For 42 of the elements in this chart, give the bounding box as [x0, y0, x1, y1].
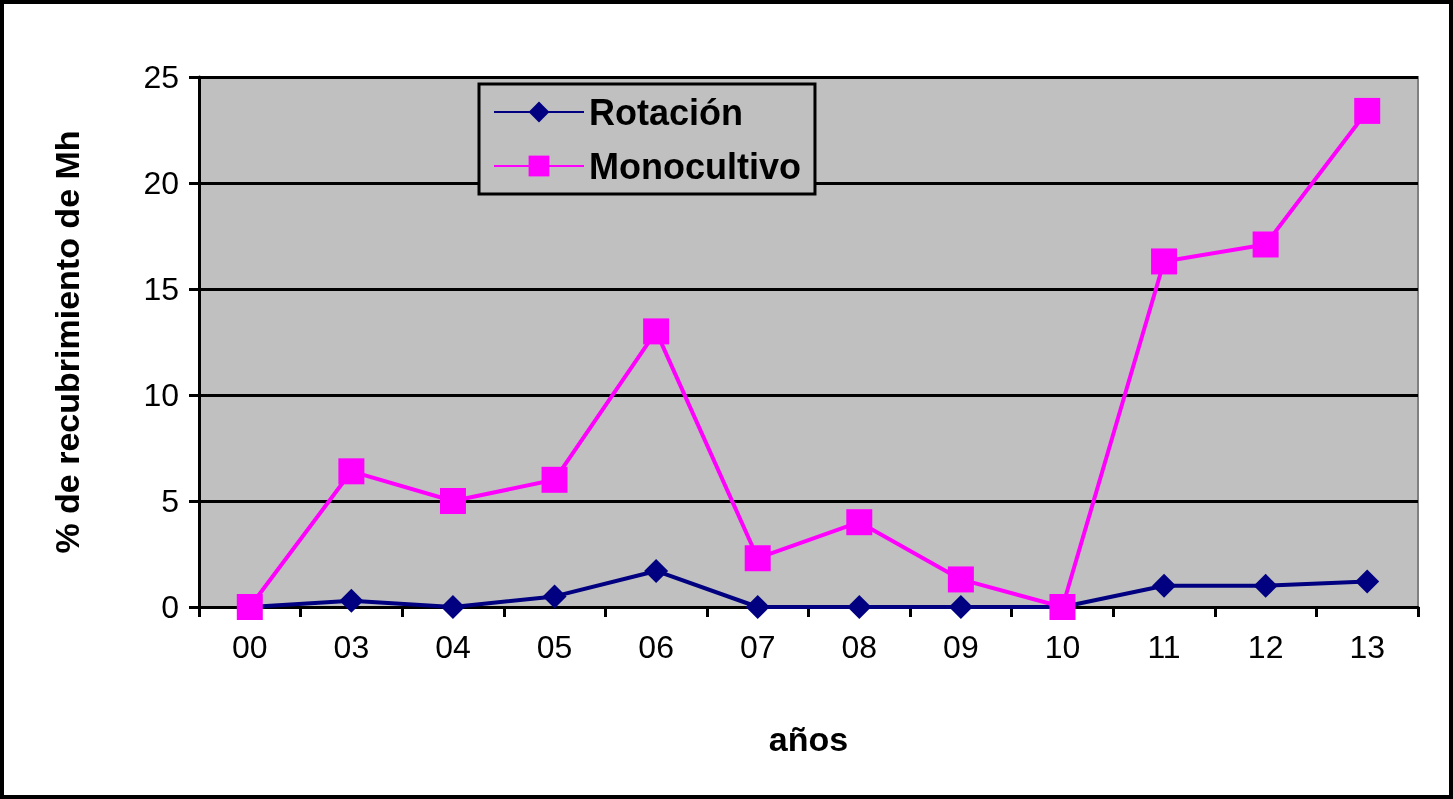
x-tick-label: 08: [841, 629, 878, 665]
x-tick-label: 04: [435, 629, 471, 665]
point: [644, 558, 669, 583]
point: [1252, 231, 1279, 258]
point: [643, 318, 670, 345]
x-tick-label: 05: [536, 629, 573, 665]
y-tick-label: 25: [143, 59, 179, 95]
x-tick-label: 06: [638, 629, 674, 665]
x-tick-label: 12: [1247, 629, 1284, 665]
legend-label: Monocultivo: [589, 145, 801, 187]
point: [1151, 248, 1178, 275]
y-tick-label: 0: [161, 589, 179, 625]
point: [338, 458, 365, 485]
y-tick-label: 15: [143, 271, 179, 307]
point: [847, 595, 872, 619]
x-tick-label: 10: [1044, 629, 1081, 665]
y-tick-label: 10: [143, 377, 179, 413]
point: [542, 584, 567, 609]
x-tick-label: 03: [333, 629, 370, 665]
point: [1355, 569, 1380, 594]
point: [1253, 573, 1278, 598]
point: [744, 545, 771, 572]
point: [541, 466, 568, 493]
point: [846, 509, 873, 536]
x-axis-title: años: [768, 720, 849, 758]
point: [947, 566, 974, 593]
point: [745, 595, 770, 619]
y-tick-label: 5: [161, 483, 179, 519]
point: [439, 488, 466, 514]
y-tick-label: 20: [143, 165, 179, 201]
point: [1152, 573, 1177, 598]
x-tick-label: 13: [1349, 629, 1386, 665]
x-tick-label: 07: [739, 629, 776, 665]
x-tick-label: 00: [231, 629, 268, 665]
x-tick-label: 09: [943, 629, 979, 665]
x-tick-label: 11: [1147, 629, 1181, 665]
point: [1354, 97, 1381, 124]
point: [339, 588, 364, 613]
point: [948, 595, 973, 619]
y-axis-title: % de recubrimiento de Mh: [48, 130, 86, 554]
point: [440, 595, 465, 619]
legend-label: Rotación: [589, 91, 744, 133]
